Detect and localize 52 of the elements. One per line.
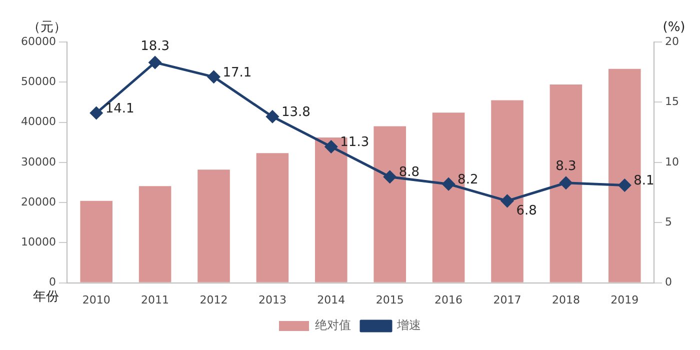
x-tick-label: 2011 [141,293,170,306]
point [384,170,396,184]
bar [80,200,112,282]
legend-label: 绝对值 [315,318,351,332]
point [266,110,279,123]
point [442,178,455,190]
y-tick-label: 30000 [20,155,56,168]
point [90,106,103,120]
y2-axis-title: (%) [662,20,686,35]
y-tick-label: 40000 [20,115,56,128]
y2-tick-label: 20 [665,34,680,48]
bar [550,84,582,282]
data-label: 6.8 [516,203,537,218]
x-tick-label: 2014 [317,293,346,306]
y-tick-label: 50000 [20,74,56,88]
y2-tick-label: 10 [665,155,680,168]
point [501,194,514,208]
y2-tick-label: 5 [665,215,672,228]
bar [138,186,172,282]
data-label: 11.3 [340,135,370,150]
x-tick-label: 2015 [376,293,404,306]
bar [198,170,230,282]
y-tick-label: 10000 [20,236,56,249]
x-tick-label: 2018 [552,293,580,306]
data-label: 13.8 [281,105,310,120]
x-tick-label: 2012 [200,293,228,306]
data-label: 8.2 [458,172,478,188]
y-tick-label: 20000 [20,195,56,208]
x-tick-label: 2017 [493,293,522,306]
point [207,70,220,84]
y2-tick-label: 0 [665,276,672,289]
y-tick-label: 0 [48,276,56,289]
x-tick-label: 2010 [82,293,110,306]
y-tick-label: 60000 [20,34,56,48]
y2-tick-label: 15 [665,95,680,108]
data-label: 18.3 [140,38,170,54]
data-label: 8.1 [634,174,654,189]
point [618,179,631,192]
x-tick-label: 2016 [434,293,463,306]
data-label: 17.1 [222,65,252,80]
x-tick-label: 2013 [258,293,286,306]
data-label: 8.3 [556,159,576,174]
x-tick-label: 2019 [610,293,639,306]
point [324,140,338,153]
data-label: 14.1 [105,101,134,116]
bar [256,153,289,282]
legend-label: 增速 [396,318,421,332]
y-axis-title: （元） [27,20,66,35]
point [148,56,162,69]
point [560,176,572,190]
x-axis-title: 年份 [32,290,59,305]
data-label: 8.8 [398,165,420,180]
